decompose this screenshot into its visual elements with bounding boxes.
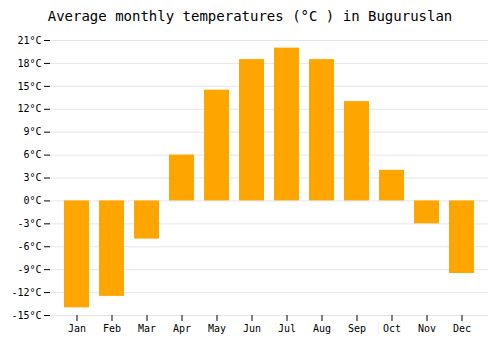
- svg-text:Mar: Mar: [138, 323, 156, 334]
- svg-text:18°C: 18°C: [17, 58, 41, 69]
- svg-text:0°C: 0°C: [23, 195, 41, 206]
- svg-text:6°C: 6°C: [23, 149, 41, 160]
- svg-text:9°C: 9°C: [23, 126, 41, 137]
- svg-text:21°C: 21°C: [17, 35, 41, 46]
- svg-text:Oct: Oct: [383, 323, 401, 334]
- svg-text:-15°C: -15°C: [11, 310, 41, 321]
- svg-text:-6°C: -6°C: [17, 241, 41, 252]
- svg-text:-9°C: -9°C: [17, 264, 41, 275]
- svg-text:3°C: 3°C: [23, 172, 41, 183]
- svg-text:-12°C: -12°C: [11, 287, 41, 298]
- svg-text:15°C: 15°C: [17, 81, 41, 92]
- svg-text:Dec: Dec: [453, 323, 471, 334]
- svg-text:Sep: Sep: [348, 323, 366, 334]
- svg-text:-3°C: -3°C: [17, 218, 41, 229]
- svg-text:Feb: Feb: [103, 323, 121, 334]
- svg-text:Jul: Jul: [278, 323, 296, 334]
- svg-text:Aug: Aug: [313, 323, 331, 334]
- html-text:Average monthly temperatures (: Average monthly temperatures (°C ) in Bu…: [47, 8, 453, 24]
- svg-text:12°C: 12°C: [17, 103, 41, 114]
- svg-text:May: May: [208, 323, 226, 334]
- svg-text:Jun: Jun: [243, 323, 261, 334]
- svg-text:Nov: Nov: [418, 323, 436, 334]
- svg-text:Jan: Jan: [68, 323, 86, 334]
- svg-text:Apr: Apr: [173, 323, 191, 334]
